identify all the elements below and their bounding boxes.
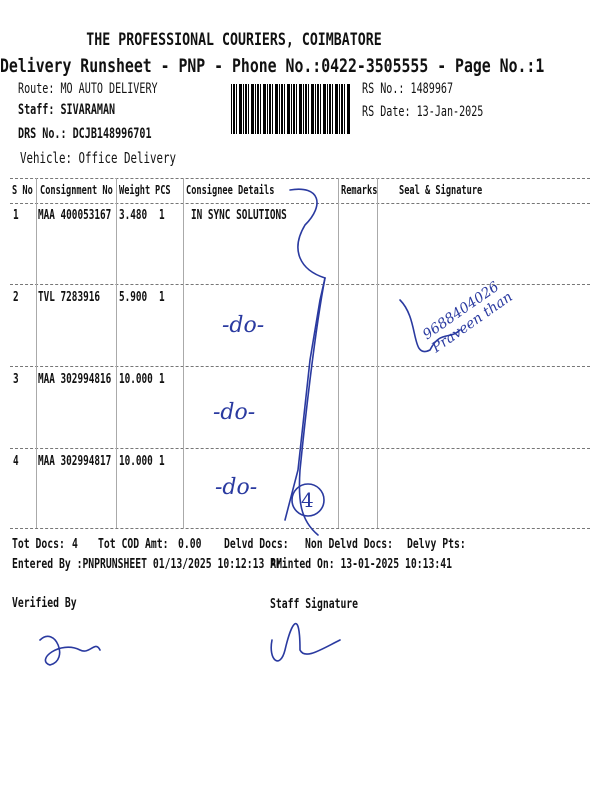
company-title: THE PROFESSIONAL COURIERS, COIMBATORE — [86, 30, 382, 50]
entered-by: Entered By :PNPRUNSHEET 01/13/2025 10:12… — [12, 557, 283, 572]
pcs: 1 — [159, 454, 165, 469]
col-sno: S No — [12, 183, 33, 197]
sno: 1 — [13, 208, 19, 223]
tot-docs-label: Tot Docs: — [12, 537, 65, 552]
col-divider — [36, 178, 37, 528]
rs-date: RS Date: 13-Jan-2025 — [362, 104, 484, 120]
rs-no: RS No.: 1489967 — [362, 81, 454, 97]
tot-docs: 4 — [72, 537, 78, 552]
sno: 4 — [13, 454, 19, 469]
consignment-no: MAA 302994817 — [38, 454, 112, 469]
ditto-mark: -do- — [213, 400, 256, 425]
verified-by-label: Verified By — [12, 596, 77, 611]
col-consignment: Consignment No — [40, 183, 113, 197]
sno: 2 — [13, 290, 19, 305]
header-divider — [10, 203, 590, 204]
pcs: 1 — [159, 208, 165, 223]
col-divider — [377, 178, 378, 528]
ditto-mark: -do- — [215, 475, 258, 500]
signature-stroke — [39, 635, 101, 666]
pcs: 1 — [159, 290, 165, 305]
signature-stroke — [270, 622, 341, 662]
weight: 3.480 — [119, 208, 148, 223]
printed-on: Printed On: 13-01-2025 10:13:41 — [270, 557, 452, 572]
vehicle: Vehicle: Office Delivery — [20, 149, 177, 167]
count-circle — [291, 483, 325, 517]
row-divider — [10, 366, 590, 367]
col-divider — [183, 178, 184, 528]
col-divider — [338, 178, 339, 528]
signature-stroke — [399, 299, 461, 353]
staff: Staff: SIVARAMAN — [18, 102, 116, 118]
handwritten-count: 4 — [301, 488, 314, 512]
pcs: 1 — [159, 372, 165, 387]
weight: 5.900 — [119, 290, 148, 305]
weight: 10.000 — [119, 454, 153, 469]
col-remarks: Remarks — [341, 183, 378, 197]
weight: 10.000 — [119, 372, 153, 387]
table-bottom-line — [10, 528, 590, 529]
consignee: IN SYNC SOLUTIONS — [191, 208, 287, 223]
delvd-docs-label: Delvd Docs: — [224, 537, 289, 552]
route: Route: MO AUTO DELIVERY — [18, 81, 158, 97]
table-top-line — [10, 178, 590, 179]
col-weight: Weight — [119, 183, 151, 197]
consignment-no: TVL 7283916 — [38, 290, 100, 305]
consignment-no: MAA 302994816 — [38, 372, 112, 387]
tot-cod-label: Tot COD Amt: — [98, 537, 169, 552]
non-delvd-docs-label: Non Delvd Docs: — [305, 537, 394, 552]
sno: 3 — [13, 372, 19, 387]
ditto-mark: -do- — [222, 313, 265, 338]
delvy-pts-label: Delvy Pts: — [407, 537, 466, 552]
col-consignee: Consignee Details — [186, 183, 275, 197]
col-seal: Seal & Signature — [399, 183, 483, 197]
row-divider — [10, 284, 590, 285]
arrow-stroke — [284, 277, 326, 521]
col-pcs: PCS — [155, 183, 171, 197]
tot-cod: 0.00 — [178, 537, 202, 552]
barcode — [231, 84, 351, 134]
consignment-no: MAA 400053167 — [38, 208, 112, 223]
drs-no: DRS No.: DCJB148996701 — [18, 126, 152, 142]
staff-signature-label: Staff Signature — [270, 597, 359, 612]
runsheet-subtitle: Delivery Runsheet - PNP - Phone No.:0422… — [0, 55, 545, 77]
col-divider — [116, 178, 117, 528]
